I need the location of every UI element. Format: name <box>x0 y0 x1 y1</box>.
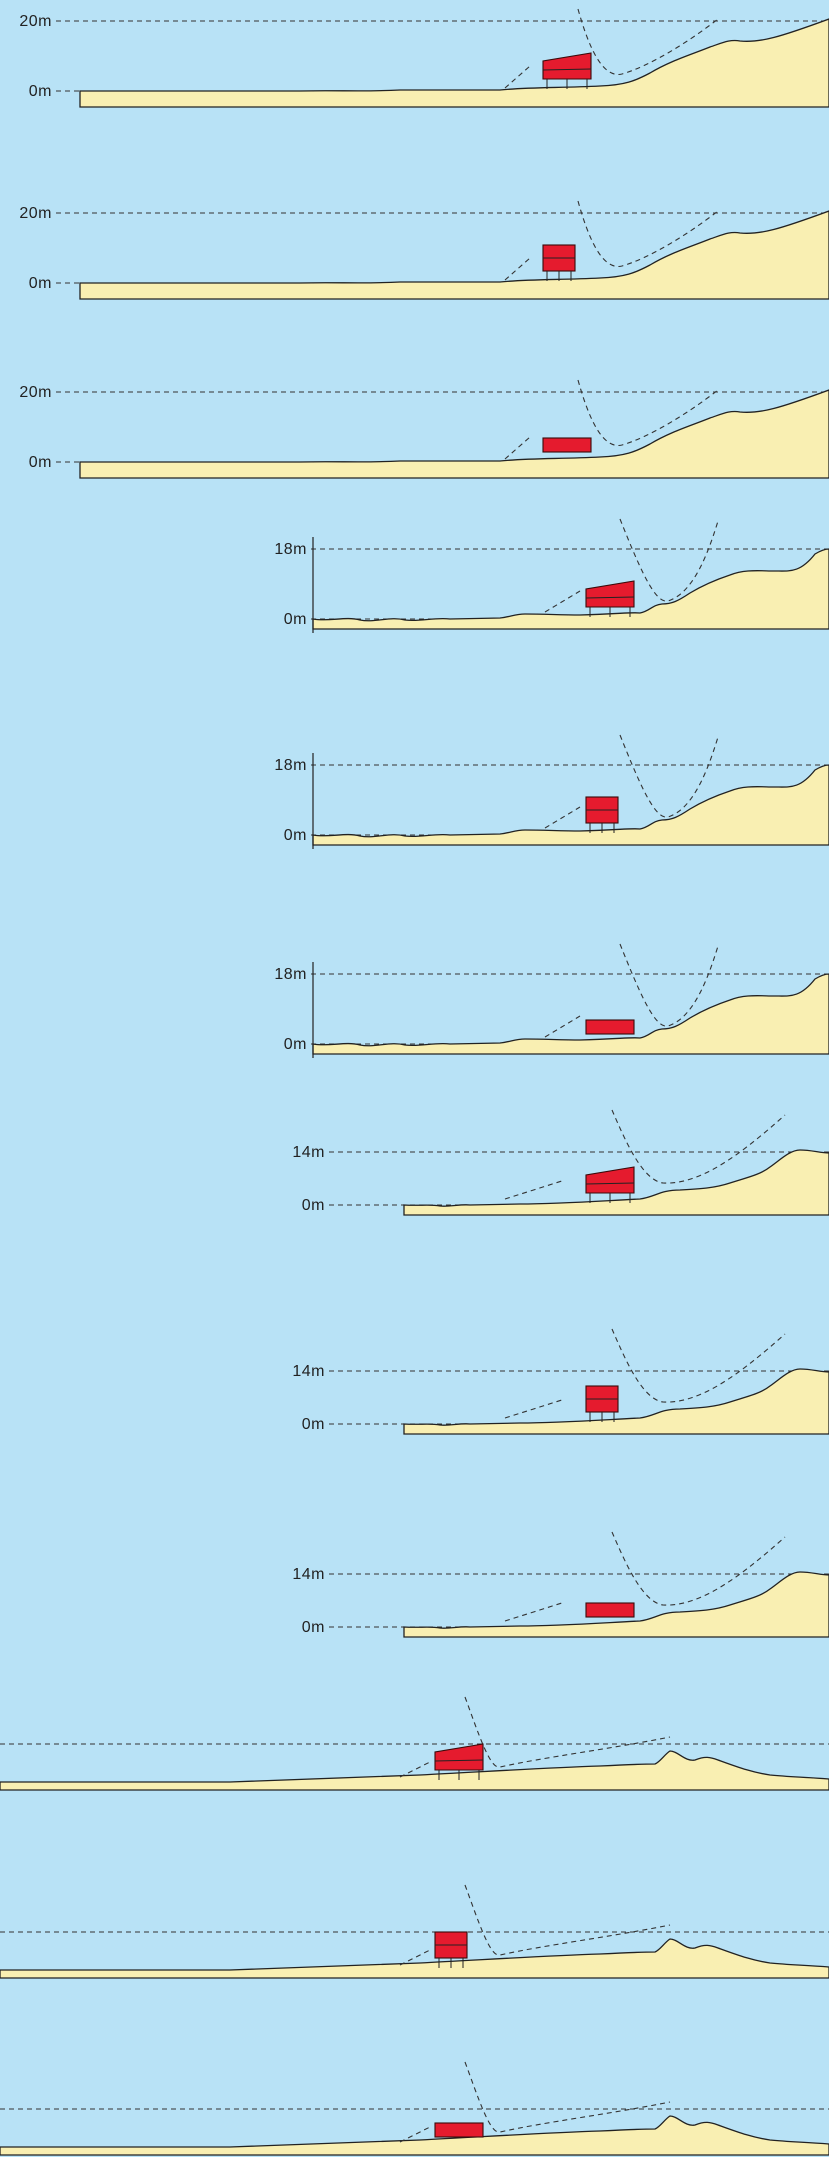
building-body <box>542 52 592 80</box>
terrain-profile <box>79 18 829 108</box>
section-panel: 20m 0m <box>19 200 829 300</box>
terrain-profile <box>403 1149 829 1216</box>
building-body <box>434 1743 484 1771</box>
access-slope-line <box>544 806 581 829</box>
terrain-profile <box>0 2115 829 2156</box>
access-slope-line <box>504 1398 566 1419</box>
section-panel: 14m 0m <box>292 1328 829 1435</box>
top-level-label: 20m <box>19 205 52 222</box>
terrain-profile <box>79 210 829 300</box>
access-slope-line <box>399 2126 431 2143</box>
zero-level-label: 0m <box>29 454 52 471</box>
section-panel: 14m 0m <box>292 1531 829 1638</box>
access-slope-line <box>399 1761 431 1778</box>
sections-layer: 20m 0m 20m 0m 20m 0m 18m 0m 18m 0m 18m 0m 14m 0m 14m 0m… <box>0 8 829 2156</box>
top-level-label: 20m <box>19 384 52 401</box>
section-panel <box>0 1884 829 1979</box>
zero-level-label: 0m <box>302 1619 325 1636</box>
access-slope-line <box>544 1015 581 1038</box>
sightline-curve <box>577 200 719 267</box>
terrain-profile <box>312 764 829 846</box>
building-floor-line <box>434 1759 484 1762</box>
sightline-curve <box>611 1328 786 1403</box>
section-panel: 18m 0m <box>274 943 829 1058</box>
terrain-profile <box>403 1571 829 1638</box>
building-body <box>585 1166 635 1194</box>
sightline-curve <box>611 1109 786 1184</box>
access-slope-line <box>544 590 581 613</box>
building-body <box>585 1602 635 1618</box>
top-level-label: 14m <box>292 1144 325 1161</box>
top-level-label: 14m <box>292 1363 325 1380</box>
building-body <box>585 580 635 608</box>
top-level-label: 18m <box>274 966 307 983</box>
top-level-label: 18m <box>274 757 307 774</box>
building-floor-line <box>585 1182 635 1185</box>
terrain-profile <box>312 548 829 630</box>
section-panel <box>0 2061 829 2156</box>
sightline-curve <box>577 8 719 75</box>
top-level-label: 20m <box>19 13 52 30</box>
building-body <box>585 1019 635 1035</box>
terrain-profile <box>79 389 829 479</box>
access-slope-line <box>504 1601 566 1622</box>
zero-level-label: 0m <box>284 611 307 628</box>
terrain-profile <box>0 1938 829 1979</box>
terrain-profile <box>312 973 829 1055</box>
terrain-profile <box>403 1368 829 1435</box>
section-panel: 18m 0m <box>274 518 829 633</box>
sightline-curve <box>464 1884 671 1956</box>
section-panel: 14m 0m <box>292 1109 829 1216</box>
top-level-label: 18m <box>274 541 307 558</box>
zero-level-label: 0m <box>29 275 52 292</box>
top-level-label: 14m <box>292 1566 325 1583</box>
access-slope-line <box>504 257 531 281</box>
access-slope-line <box>504 65 531 89</box>
access-slope-line <box>504 1179 566 1200</box>
zero-level-label: 0m <box>284 827 307 844</box>
section-panel: 20m 0m <box>19 8 829 108</box>
zero-level-label: 0m <box>29 83 52 100</box>
access-slope-line <box>399 1949 431 1966</box>
section-panel: 20m 0m <box>19 379 829 479</box>
sightline-curve <box>464 1696 671 1768</box>
zero-level-label: 0m <box>302 1197 325 1214</box>
terrain-profile <box>0 1750 829 1791</box>
sightline-curve <box>464 2061 671 2133</box>
section-panel: 18m 0m <box>274 734 829 849</box>
zero-level-label: 0m <box>302 1416 325 1433</box>
building-floor-line <box>542 68 592 71</box>
building-body <box>542 437 592 453</box>
sightline-curve <box>577 379 719 446</box>
zero-level-label: 0m <box>284 1036 307 1053</box>
building-floor-line <box>585 596 635 599</box>
section-panel <box>0 1696 829 1791</box>
access-slope-line <box>504 436 531 460</box>
sightline-curve <box>611 1531 786 1606</box>
building-body <box>434 2122 484 2138</box>
